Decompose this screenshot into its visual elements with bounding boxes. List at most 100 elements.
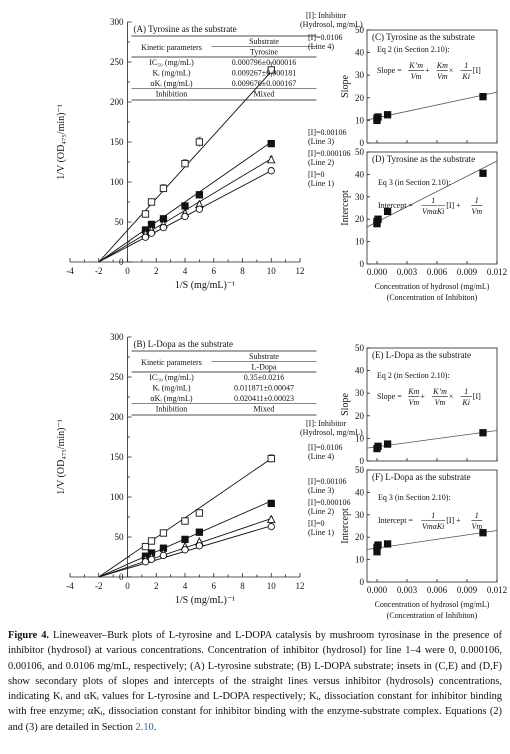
y-tick-label: 100 — [110, 492, 124, 502]
y-tick-label: 200 — [110, 97, 124, 107]
line-label-conc: [I]=0.000106 — [308, 498, 351, 507]
kinetics-table: Substrate Kinetic parameters Tyrosine IC₅₀ … — [131, 35, 317, 101]
y-tick-label: 50 — [355, 25, 365, 35]
x-tick-label: 10 — [267, 266, 277, 276]
data-point — [181, 517, 189, 525]
data-point — [267, 499, 275, 508]
fit-line — [366, 160, 498, 228]
table-head-right: L-Dopa — [252, 363, 277, 372]
x-tick-label: 0.000 — [367, 267, 388, 277]
data-point — [383, 440, 392, 448]
data-point — [267, 139, 275, 148]
x-axis-label-sub: (Concentration of Inhibiton) — [387, 293, 478, 302]
line-label-number: (Line 4) — [308, 42, 334, 51]
equation-part: [I] — [473, 66, 481, 75]
equation-numerator: Km — [436, 61, 448, 70]
data-point — [479, 169, 487, 177]
series-4: [I]=0(Line 1) — [98, 167, 334, 263]
equation-part: [I] + — [446, 201, 461, 210]
caption-section-link[interactable]: 2.10 — [135, 721, 154, 733]
plot-frame — [366, 151, 498, 265]
equation-denominator: Vm — [471, 207, 482, 216]
data-point — [147, 537, 156, 545]
x-axis-label: Concentration of hydrosol (mg/mL) — [375, 282, 490, 291]
x-tick-label: 4 — [183, 266, 188, 276]
data-point — [159, 551, 168, 560]
x-tick-label: -4 — [66, 266, 74, 276]
x-tick-label: 0.012 — [487, 267, 507, 277]
y-axis-label: 1/V (OD₄₇₅/min)⁻¹ — [56, 104, 67, 180]
equation-title: Eq 3 (in Section 2.10): — [378, 493, 451, 502]
table-head-right: Tyrosine — [250, 48, 278, 57]
y-tick-label: 0 — [360, 577, 365, 587]
x-tick-label: 0.006 — [427, 585, 448, 595]
x-tick-label: 6 — [212, 266, 217, 276]
y-axis-label: Slope — [340, 393, 351, 416]
data-point — [267, 454, 275, 463]
y-axis-label: 1/V (OD₄₇₅/min)⁻¹ — [56, 419, 67, 495]
x-tick-label: -2 — [95, 581, 103, 591]
series-4: [I]=0(Line 1) — [98, 519, 334, 578]
equation-numerator: 1 — [475, 511, 479, 520]
table-value: 0.020411±0.00023 — [234, 394, 294, 403]
figure-caption: Figure 4. Lineweaver–Burk plots of L-tyr… — [8, 628, 502, 735]
equation-numerator: K’m — [432, 387, 447, 396]
equation-numerator: 1 — [464, 61, 468, 70]
equation-denominator: Vm — [437, 72, 448, 81]
table-value: 0.011871±0.00047 — [234, 384, 294, 393]
x-tick-label: 12 — [296, 266, 305, 276]
equation-part: [I] — [473, 392, 481, 401]
line-label-conc: [I]=0.00106 — [308, 128, 347, 137]
line-label-conc: [I]=0.000106 — [308, 149, 351, 158]
equation-part: Intercept = — [378, 516, 413, 525]
equation-title: Eq 2 (in Section 2.10): — [377, 45, 450, 54]
x-tick-label: 12 — [296, 581, 305, 591]
equation-denominator: Vm — [408, 398, 419, 407]
x-tick-label: 0.000 — [367, 585, 388, 595]
equation-part: Slope = — [377, 66, 402, 75]
y-tick-label: 20 — [355, 93, 365, 103]
y-axis-label: Intercept — [340, 508, 351, 544]
data-point — [383, 207, 392, 216]
table-value: Mixed — [254, 405, 275, 414]
data-point — [383, 540, 392, 548]
data-point — [195, 509, 204, 517]
y-axis-label: Slope — [340, 75, 351, 98]
data-point — [195, 542, 204, 550]
x-axis-label: 1/S (mg/mL)⁻¹ — [175, 595, 235, 606]
data-point — [147, 198, 156, 206]
x-tick-label: 0.012 — [487, 585, 507, 595]
data-point — [181, 546, 189, 554]
legend-header: [I]: Inhibitor — [306, 11, 347, 20]
table-param: Kᵢ (mg/mL) — [153, 69, 191, 78]
x-tick-label: -4 — [66, 581, 74, 591]
line-label-number: (Line 4) — [308, 452, 334, 461]
data-point — [159, 184, 168, 193]
table-value: 0.009676±0.000167 — [232, 79, 296, 88]
inset-panel-e: 0 10 20 30 40 50 Slope (E) L-Dopa as the substr… — [340, 343, 498, 466]
equation-part: [I] + — [446, 516, 461, 525]
series-2: [I]=0.00106(Line 3) — [98, 128, 347, 263]
line-label-conc: [I]=0.00106 — [308, 477, 347, 486]
y-tick-label: 0 — [119, 572, 124, 582]
equation-title: Eq 2 (in Section 2.10): — [377, 371, 450, 380]
y-tick-label: 100 — [110, 177, 124, 187]
y-tick-label: 50 — [355, 465, 365, 475]
y-tick-label: 40 — [355, 366, 365, 376]
data-point — [181, 159, 189, 168]
x-tick-label: 0.009 — [457, 585, 478, 595]
legend-header: [I]: Inhibitor — [306, 419, 347, 428]
table-head-top: Substrate — [249, 352, 279, 361]
y-tick-label: 10 — [355, 237, 365, 247]
x-tick-label: 0 — [125, 581, 130, 591]
kinetics-table: Substrate Kinetic parameters L-Dopa IC₅₀ (m… — [131, 350, 317, 416]
y-tick-label: 50 — [355, 343, 365, 353]
x-tick-label: 2 — [154, 266, 159, 276]
y-tick-label: 50 — [115, 217, 125, 227]
y-tick-label: 20 — [355, 214, 365, 224]
